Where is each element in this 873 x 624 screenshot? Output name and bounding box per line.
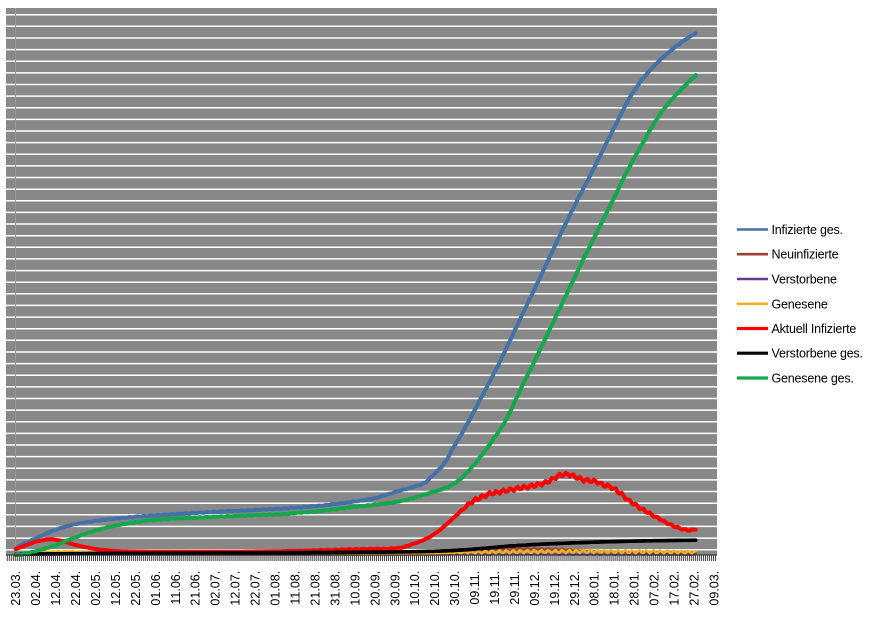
svg-text:Neuinfizierte: Neuinfizierte bbox=[772, 248, 839, 262]
svg-text:17.02.: 17.02. bbox=[668, 571, 682, 606]
svg-text:12.07.: 12.07. bbox=[229, 571, 243, 606]
svg-text:09.12.: 09.12. bbox=[528, 571, 542, 606]
svg-text:09.11.: 09.11. bbox=[468, 571, 482, 605]
svg-text:30.09.: 30.09. bbox=[388, 571, 402, 606]
svg-text:01.06.: 01.06. bbox=[149, 571, 163, 606]
svg-text:29.12.: 29.12. bbox=[568, 571, 582, 606]
svg-text:10.09.: 10.09. bbox=[348, 571, 362, 606]
svg-text:22.05.: 22.05. bbox=[129, 571, 143, 606]
svg-text:Genesene: Genesene bbox=[772, 297, 828, 311]
svg-text:12.05.: 12.05. bbox=[109, 571, 123, 606]
svg-text:01.08.: 01.08. bbox=[269, 571, 283, 606]
svg-text:18.01.: 18.01. bbox=[608, 571, 622, 606]
svg-text:11.06.: 11.06. bbox=[169, 571, 183, 605]
svg-text:22.04.: 22.04. bbox=[69, 571, 83, 606]
svg-text:Verstorbene: Verstorbene bbox=[772, 273, 837, 287]
svg-text:23.03.: 23.03. bbox=[9, 571, 23, 606]
svg-text:20.09.: 20.09. bbox=[368, 571, 382, 606]
svg-text:Verstorbene ges.: Verstorbene ges. bbox=[772, 347, 863, 361]
svg-text:Aktuell Infizierte: Aktuell Infizierte bbox=[772, 322, 857, 336]
svg-text:31.08.: 31.08. bbox=[328, 571, 342, 606]
svg-text:09.03.: 09.03. bbox=[708, 571, 722, 606]
svg-text:19.11.: 19.11. bbox=[488, 571, 502, 605]
svg-text:29.11.: 29.11. bbox=[508, 571, 522, 605]
svg-text:11.08.: 11.08. bbox=[289, 571, 303, 605]
svg-text:02.07.: 02.07. bbox=[209, 571, 223, 606]
svg-text:02.04.: 02.04. bbox=[29, 571, 43, 606]
svg-text:21.08.: 21.08. bbox=[308, 571, 322, 606]
svg-text:20.10.: 20.10. bbox=[428, 571, 442, 606]
svg-text:21.06.: 21.06. bbox=[189, 571, 203, 606]
svg-text:30.10.: 30.10. bbox=[448, 571, 462, 606]
svg-text:Infizierte ges.: Infizierte ges. bbox=[772, 223, 843, 237]
svg-text:27.02.: 27.02. bbox=[688, 571, 702, 606]
svg-text:19.12.: 19.12. bbox=[548, 571, 562, 606]
svg-text:07.02.: 07.02. bbox=[648, 571, 662, 606]
svg-text:02.05.: 02.05. bbox=[89, 571, 103, 606]
svg-text:22.07.: 22.07. bbox=[249, 571, 263, 606]
svg-text:Genesene ges.: Genesene ges. bbox=[772, 372, 854, 386]
svg-text:10.10.: 10.10. bbox=[408, 571, 422, 606]
svg-text:08.01.: 08.01. bbox=[588, 571, 602, 606]
svg-text:28.01.: 28.01. bbox=[628, 571, 642, 606]
svg-text:12.04.: 12.04. bbox=[49, 571, 63, 606]
